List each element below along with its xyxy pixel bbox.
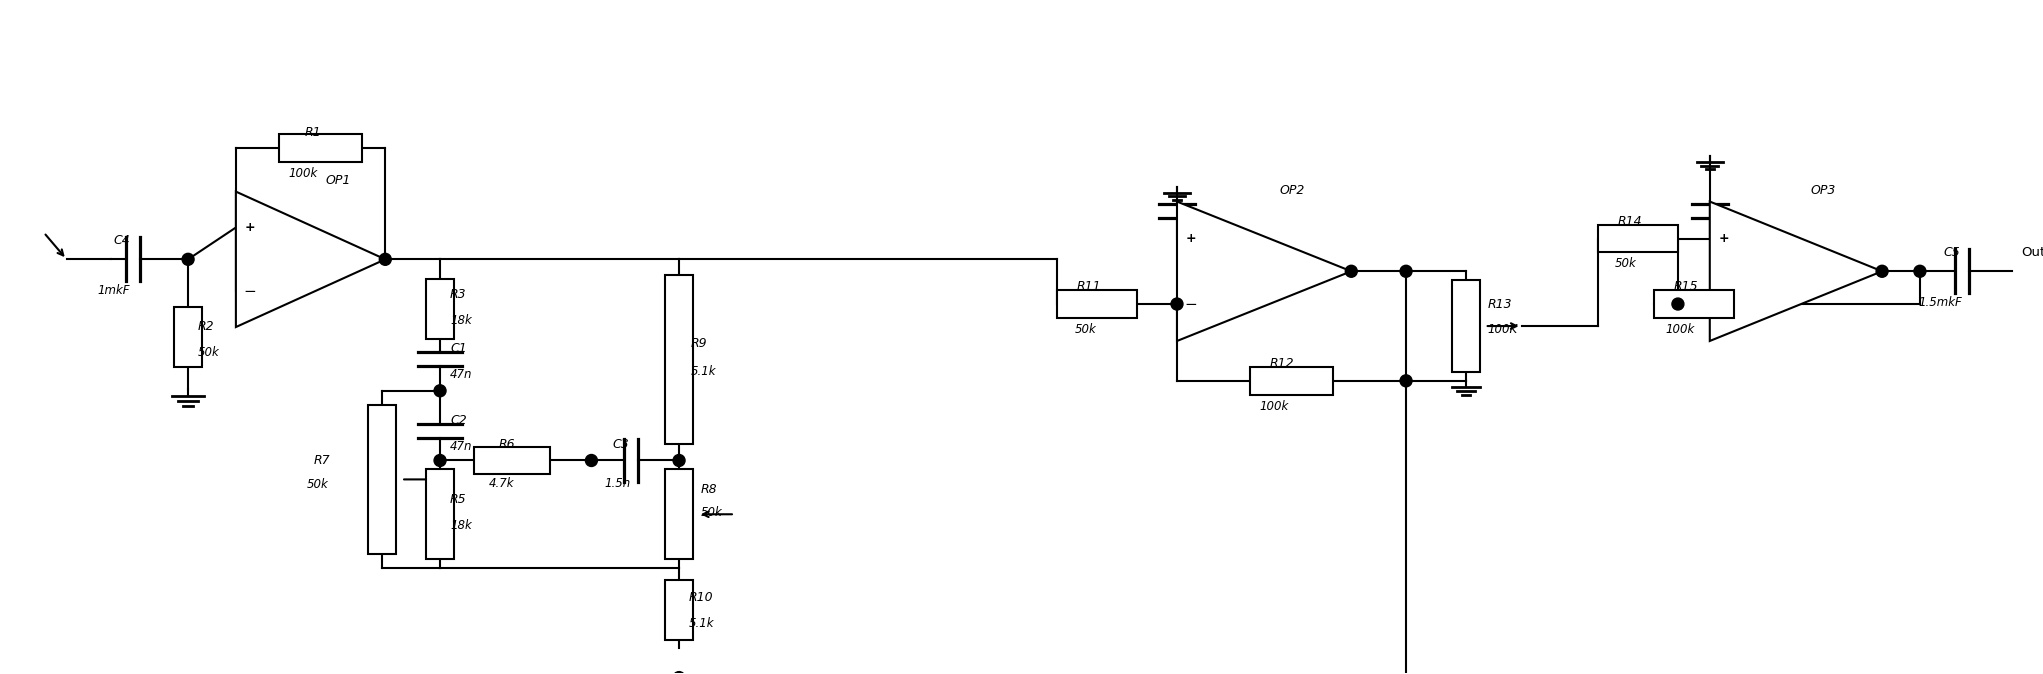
Circle shape	[380, 253, 392, 266]
Text: 50k: 50k	[198, 346, 221, 359]
Text: 100K: 100K	[1487, 323, 1518, 336]
Text: R14: R14	[1618, 214, 1643, 228]
Text: R7: R7	[315, 454, 331, 468]
Text: Out: Out	[2021, 246, 2043, 259]
Bar	[1655, 290, 1735, 318]
Bar	[1453, 280, 1479, 372]
Circle shape	[1875, 266, 1888, 277]
Text: 5.1k: 5.1k	[691, 365, 717, 378]
Circle shape	[182, 253, 194, 266]
Text: C5: C5	[1943, 246, 1959, 259]
Text: −: −	[243, 284, 255, 299]
Text: R6: R6	[498, 437, 515, 450]
Text: 100k: 100k	[1258, 400, 1289, 412]
Text: R5: R5	[449, 493, 466, 506]
Bar	[1250, 367, 1334, 395]
Text: R3: R3	[449, 288, 466, 301]
Text: R8: R8	[701, 483, 717, 496]
Bar	[427, 279, 454, 339]
Bar	[666, 580, 693, 640]
Text: 47n: 47n	[449, 368, 472, 381]
Text: 1.5mkF: 1.5mkF	[1918, 296, 1961, 309]
Circle shape	[433, 454, 445, 466]
Circle shape	[1399, 375, 1412, 387]
Text: R1: R1	[304, 126, 321, 139]
Circle shape	[586, 454, 597, 466]
Text: C1: C1	[449, 342, 466, 355]
Text: +: +	[1718, 232, 1728, 245]
Text: 18k: 18k	[449, 314, 472, 327]
Text: 1mkF: 1mkF	[98, 284, 129, 297]
Text: C2: C2	[449, 414, 466, 427]
Text: 47n: 47n	[449, 439, 472, 452]
Circle shape	[1171, 298, 1183, 310]
Text: R11: R11	[1077, 280, 1101, 293]
Circle shape	[672, 454, 684, 466]
Circle shape	[433, 385, 445, 397]
Text: R15: R15	[1673, 280, 1698, 293]
Text: 50k: 50k	[1075, 323, 1097, 336]
Bar	[1598, 224, 1677, 253]
Bar	[174, 307, 202, 367]
Polygon shape	[1710, 202, 1882, 341]
Text: R2: R2	[198, 320, 215, 333]
Text: 4.7k: 4.7k	[488, 477, 515, 491]
Circle shape	[1399, 266, 1412, 277]
Text: OP2: OP2	[1279, 183, 1303, 197]
Bar	[427, 469, 454, 559]
Circle shape	[1914, 266, 1927, 277]
Text: −: −	[1718, 297, 1730, 311]
Text: +: +	[1185, 232, 1197, 245]
Polygon shape	[235, 191, 386, 327]
Bar	[368, 405, 396, 554]
Text: 50k: 50k	[1616, 257, 1636, 270]
Text: R10: R10	[688, 591, 713, 604]
Text: 50k: 50k	[306, 479, 329, 491]
Bar	[1058, 290, 1138, 318]
Text: 100k: 100k	[1665, 323, 1694, 336]
Text: R12: R12	[1269, 357, 1293, 370]
Text: R9: R9	[691, 337, 707, 350]
Text: +: +	[245, 221, 255, 234]
Bar	[474, 447, 550, 474]
Text: 50k: 50k	[701, 506, 723, 519]
Text: C4: C4	[112, 235, 131, 247]
Text: −: −	[1185, 297, 1197, 311]
Text: OP3: OP3	[1810, 183, 1837, 197]
Circle shape	[1671, 298, 1683, 310]
Text: 1.5n: 1.5n	[605, 477, 631, 491]
Text: 18k: 18k	[449, 519, 472, 532]
Bar	[666, 469, 693, 559]
Text: 5.1k: 5.1k	[688, 617, 715, 630]
Circle shape	[672, 671, 684, 674]
Circle shape	[1344, 266, 1357, 277]
Bar	[278, 134, 362, 162]
Bar	[666, 276, 693, 444]
Text: R13: R13	[1487, 298, 1512, 311]
Text: C3: C3	[613, 437, 629, 450]
Text: OP1: OP1	[325, 174, 351, 187]
Polygon shape	[1177, 202, 1350, 341]
Text: 100k: 100k	[288, 166, 317, 180]
